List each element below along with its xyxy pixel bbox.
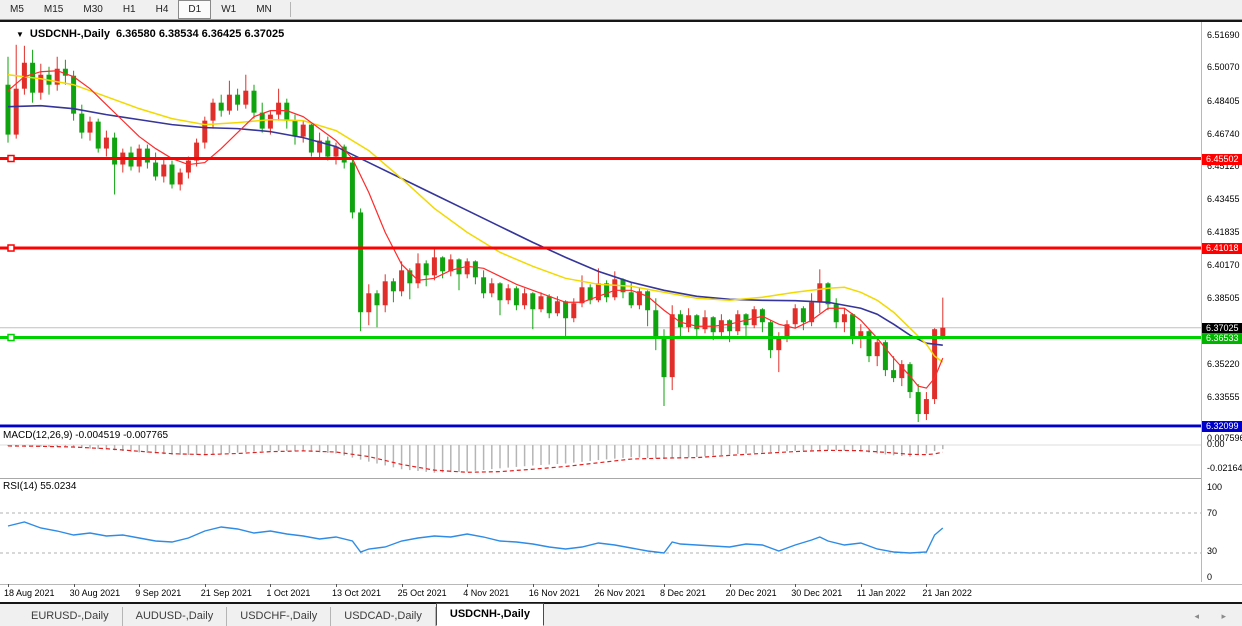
date-axis-label: 25 Oct 2021 bbox=[397, 588, 447, 598]
indicator-axis-tick: 0.00 bbox=[1207, 439, 1225, 449]
price-axis[interactable]: 6.51690 6.50070 6.48405 6.46740 6.45120 6.434… bbox=[1201, 22, 1242, 582]
date-axis-tick bbox=[598, 584, 600, 587]
price-badge: 6.41018 bbox=[1202, 243, 1242, 254]
date-axis-label: 21 Jan 2022 bbox=[922, 588, 972, 598]
indicator-axis-tick: 70 bbox=[1207, 508, 1218, 518]
indicator-axis-tick: 0.007596 bbox=[1207, 433, 1242, 443]
date-axis-label: 30 Aug 2021 bbox=[69, 588, 121, 598]
date-axis-label: 9 Sep 2021 bbox=[135, 588, 182, 598]
price-axis-tick: 6.43455 bbox=[1207, 194, 1240, 205]
date-axis-tick bbox=[729, 584, 731, 587]
date-axis-tick bbox=[860, 584, 862, 587]
price-axis-tick: 6.46740 bbox=[1207, 128, 1240, 139]
price-axis-tick: 6.38505 bbox=[1207, 293, 1240, 304]
price-badge: 6.45502 bbox=[1202, 153, 1242, 165]
date-axis-label: 18 Aug 2021 bbox=[4, 588, 55, 598]
timeframe-button-m5[interactable]: M5 bbox=[10, 4, 24, 15]
date-axis-label: 30 Dec 2021 bbox=[791, 588, 843, 598]
indicator-axis-tick: 0 bbox=[1207, 572, 1213, 582]
date-axis-tick bbox=[795, 584, 797, 587]
timeframe-button-mn[interactable]: MN bbox=[256, 4, 272, 15]
chart-title: ▼ USDCNH-,Daily 6.36580 6.38534 6.36425 … bbox=[16, 28, 284, 40]
date-axis-tick bbox=[8, 584, 9, 587]
date-axis-tick bbox=[336, 584, 337, 587]
date-axis-label: 26 Nov 2021 bbox=[594, 588, 646, 598]
tab-scroll-arrows[interactable]: ◂ ▸ bbox=[1194, 611, 1236, 621]
date-axis-tick bbox=[532, 584, 534, 587]
pane-separator-rsi[interactable] bbox=[0, 478, 1201, 479]
price-axis-tick: 6.40170 bbox=[1207, 259, 1240, 270]
date-axis-label: 4 Nov 2021 bbox=[463, 588, 510, 598]
chart-symbol-label: USDCNH-,Daily bbox=[29, 28, 110, 40]
price-badge: 6.37025 bbox=[1202, 322, 1242, 334]
timeframe-toolbar: M5 M15 M30 H1 H4 D1 W1 MN bbox=[0, 0, 1242, 20]
date-axis-tick bbox=[664, 584, 665, 587]
chart-tab-audusd[interactable]: AUDUSD-,Daily bbox=[123, 607, 228, 626]
indicator-axis-tick: 30 bbox=[1207, 546, 1218, 556]
chart-tab-usdcad[interactable]: USDCAD-,Daily bbox=[331, 607, 436, 626]
rsi-indicator-label: RSI(14) 55.0234 bbox=[3, 481, 77, 492]
price-axis-tick: 6.48405 bbox=[1207, 95, 1240, 106]
timeframe-button-h4[interactable]: H4 bbox=[155, 4, 169, 15]
date-axis-tick bbox=[204, 584, 206, 587]
timeframe-button-w1[interactable]: W1 bbox=[221, 4, 237, 15]
timeframe-button-m15[interactable]: M15 bbox=[43, 4, 64, 15]
indicator-axis-tick: 100 bbox=[1207, 482, 1223, 492]
timeframe-button-m30[interactable]: M30 bbox=[83, 4, 103, 15]
price-axis-tick: 6.35220 bbox=[1207, 358, 1240, 369]
date-axis-tick bbox=[270, 584, 272, 587]
price-axis-tick: 6.50070 bbox=[1207, 62, 1240, 73]
timeframe-button-d1[interactable]: D1 bbox=[178, 0, 212, 19]
date-axis-label: 8 Dec 2021 bbox=[660, 588, 707, 598]
date-axis-tick bbox=[139, 584, 141, 587]
macd-indicator-label: MACD(12,26,9) -0.004519 -0.007765 bbox=[3, 430, 169, 441]
date-axis-label: 1 Oct 2021 bbox=[266, 588, 311, 598]
date-axis-tick bbox=[73, 584, 75, 587]
price-axis-tick: 6.51690 bbox=[1207, 30, 1240, 40]
price-axis-tick: 6.33555 bbox=[1207, 391, 1240, 402]
date-axis-tick bbox=[467, 584, 469, 587]
chart-window[interactable]: ▼ USDCNH-,Daily 6.36580 6.38534 6.36425 … bbox=[0, 20, 1242, 602]
chevron-down-icon[interactable]: ▼ bbox=[16, 29, 24, 39]
date-axis-label: 16 Nov 2021 bbox=[528, 588, 580, 598]
chart-ohlc-values: 6.36580 6.38534 6.36425 6.37025 bbox=[116, 28, 285, 40]
toolbar-divider bbox=[289, 2, 291, 17]
date-axis-tick bbox=[926, 584, 928, 587]
date-axis-label: 11 Jan 2022 bbox=[856, 588, 906, 598]
chart-tab-bar: EURUSD-,Daily AUDUSD-,Daily USDCHF-,Daily U… bbox=[0, 602, 1242, 626]
date-axis-label: 13 Oct 2021 bbox=[332, 588, 382, 598]
price-axis-tick: 6.45120 bbox=[1207, 161, 1240, 172]
price-badge: 6.36533 bbox=[1202, 332, 1242, 344]
price-chart-canvas[interactable] bbox=[0, 22, 1242, 604]
price-axis-tick: 6.41835 bbox=[1207, 226, 1240, 237]
date-axis-label: 20 Dec 2021 bbox=[725, 588, 777, 598]
timeframe-button-h1[interactable]: H1 bbox=[122, 4, 136, 15]
date-axis[interactable]: 18 Aug 2021 30 Aug 2021 9 Sep 2021 21 Sep 2… bbox=[0, 584, 1242, 602]
chart-tab-usdcnh[interactable]: USDCNH-,Daily bbox=[435, 603, 544, 626]
indicator-axis-tick: -0.02164 bbox=[1207, 463, 1242, 473]
date-axis-label: 21 Sep 2021 bbox=[200, 588, 252, 598]
chart-tab-usdchf[interactable]: USDCHF-,Daily bbox=[227, 607, 332, 626]
pane-separator-macd[interactable] bbox=[0, 427, 1201, 428]
price-badge: 6.32099 bbox=[1202, 421, 1242, 433]
date-axis-tick bbox=[401, 584, 403, 587]
chart-tab-eurusd[interactable]: EURUSD-,Daily bbox=[18, 607, 123, 626]
